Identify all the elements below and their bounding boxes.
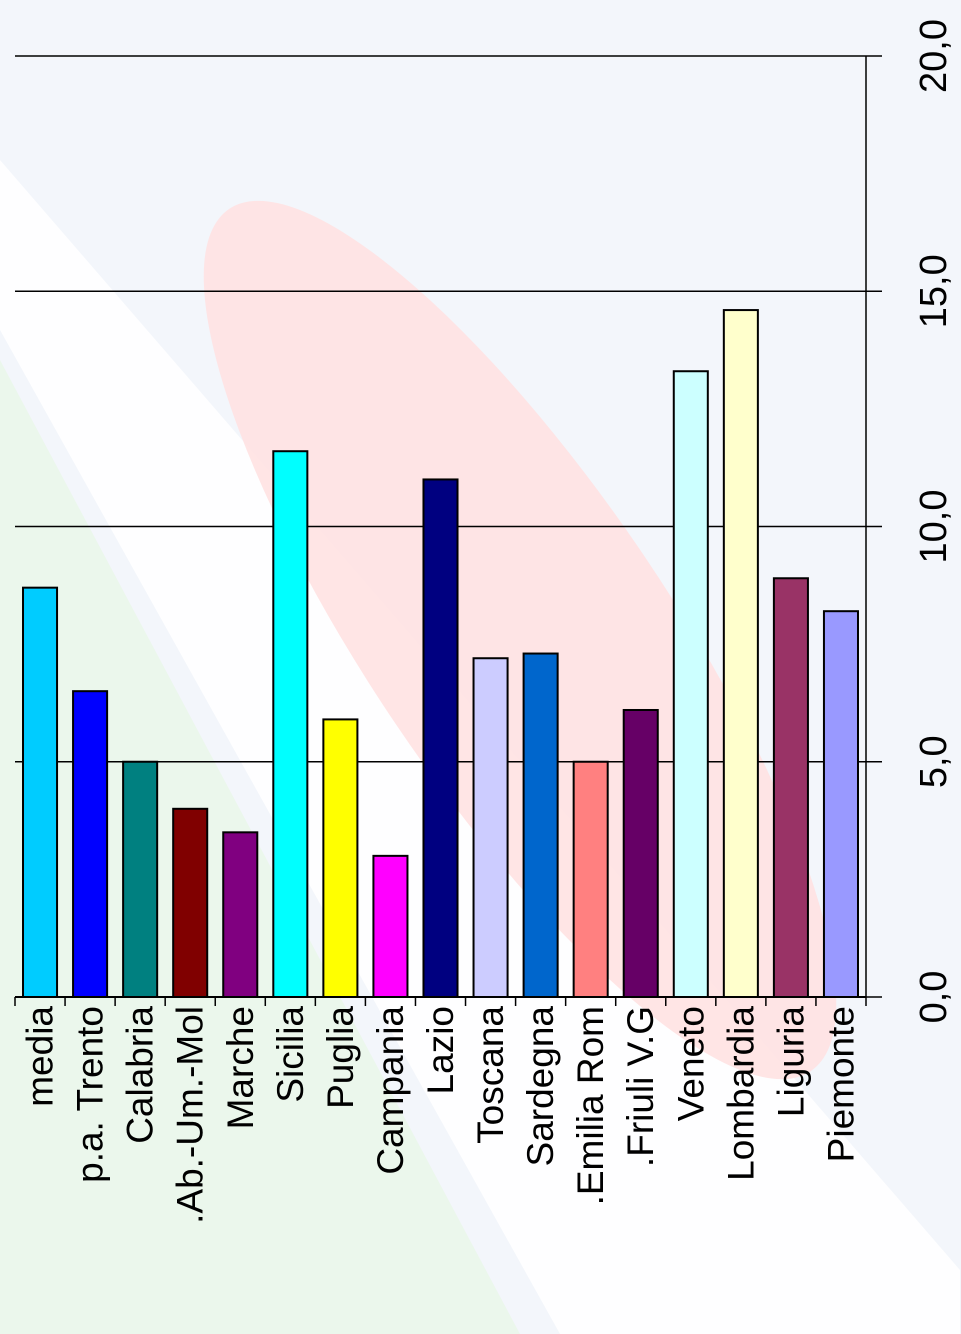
category-label: Lombardia — [720, 1006, 761, 1181]
bar — [722, 309, 759, 998]
y-tick-label: 0,0 — [913, 971, 955, 1024]
bar — [222, 831, 259, 999]
bar — [22, 586, 59, 998]
category-label: Lazio — [420, 1006, 461, 1094]
bar — [622, 708, 659, 998]
bar — [322, 718, 359, 999]
category-label: media — [20, 1006, 61, 1107]
bar — [522, 652, 559, 998]
category-label: Calabria — [120, 1006, 161, 1144]
category-label: Marche — [220, 1006, 261, 1129]
category-label: Campania — [370, 1006, 411, 1175]
category-label: Piemonte — [820, 1006, 861, 1162]
bar — [672, 370, 709, 998]
category-label: Liguria — [770, 1006, 811, 1117]
bar — [122, 760, 159, 998]
bar — [572, 760, 609, 998]
bar — [472, 657, 509, 998]
category-label: .Emilia Rom — [570, 1006, 611, 1205]
category-label: Toscana — [470, 1006, 511, 1144]
bar — [172, 807, 209, 998]
bar — [822, 610, 859, 998]
bar — [372, 854, 409, 998]
category-label: Sardegna — [520, 1006, 561, 1167]
bar — [422, 478, 459, 998]
y-tick-label: 10,0 — [913, 490, 955, 564]
y-tick-label: 15,0 — [913, 254, 955, 328]
category-label: Veneto — [670, 1006, 711, 1121]
category-label: Sicilia — [270, 1006, 311, 1103]
category-label: p.a. Trento — [70, 1006, 111, 1183]
category-label: .Friuli V.G — [620, 1006, 661, 1167]
bar — [72, 690, 109, 998]
category-label: .Ab.-Um.-Mol — [170, 1006, 211, 1224]
y-tick-label: 5,0 — [913, 735, 955, 788]
bar — [272, 450, 309, 999]
y-tick-label: 20,0 — [913, 19, 955, 93]
bar — [772, 577, 809, 998]
category-label: Puglia — [320, 1006, 361, 1109]
